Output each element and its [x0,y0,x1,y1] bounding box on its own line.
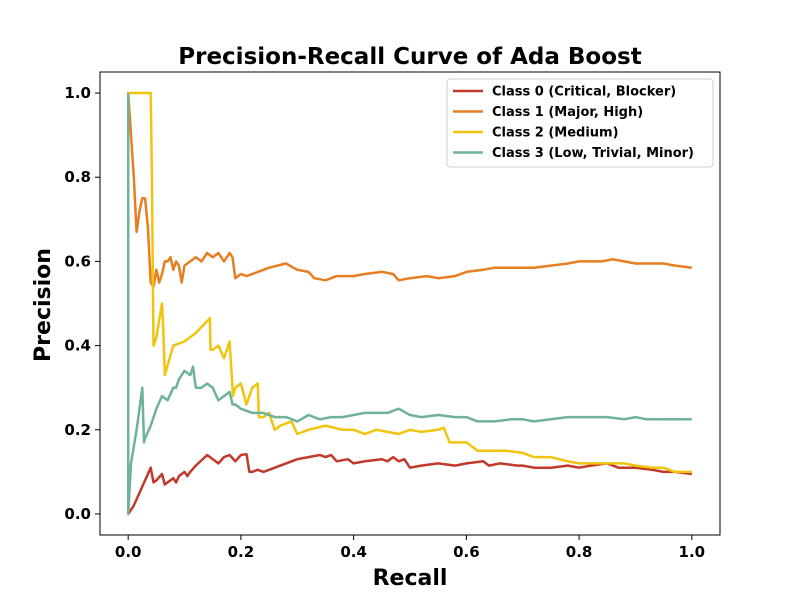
x-tick-label: 0.0 [115,543,142,561]
y-tick-label: 0.4 [64,337,91,355]
chart-title: Precision-Recall Curve of Ada Boost [178,44,641,70]
series-line-class-0 [127,452,692,515]
y-tick-label: 0.0 [64,505,91,523]
y-tick-label: 0.8 [64,168,91,186]
x-axis-ticks: 0.0 0.2 0.4 0.6 0.8 1.0 [115,535,705,561]
y-tick-label: 0.2 [64,421,91,439]
plot-frame [99,71,721,536]
legend-items: Class 0 (Critical, Blocker) Class 1 (Majo… [453,85,694,161]
legend-entry-label: Class 3 (Low, Trivial, Minor) [492,146,694,161]
y-axis-label: Precision [31,248,56,362]
y-tick-label: 0.6 [64,252,91,270]
y-tick-label: 1.0 [64,84,91,102]
legend-entry-label: Class 2 (Medium) [492,126,619,141]
legend-box [446,78,714,168]
series-line-class-3 [126,93,692,516]
legend: Class 0 (Critical, Blocker) Class 1 (Majo… [446,78,714,168]
x-tick-label: 0.4 [340,543,367,561]
x-tick-label: 0.6 [453,543,480,561]
x-axis-label: Recall [373,566,448,591]
x-tick-label: 0.8 [566,543,593,561]
y-axis-ticks: 0.0 0.2 0.4 0.6 0.8 1.0 [64,84,100,523]
series-line-class-1 [126,92,692,288]
legend-entry-label: Class 1 (Major, High) [492,105,643,120]
x-tick-label: 1.0 [679,543,706,561]
plot-area: 0.0 0.2 0.4 0.6 0.8 1.0 0.0 0.2 0.4 0.6 0.8 1.0 [64,71,721,561]
legend-entry-label: Class 0 (Critical, Blocker) [492,85,676,100]
series-line-class-2 [126,91,692,514]
series-layer [126,91,692,516]
x-tick-label: 0.2 [228,543,255,561]
